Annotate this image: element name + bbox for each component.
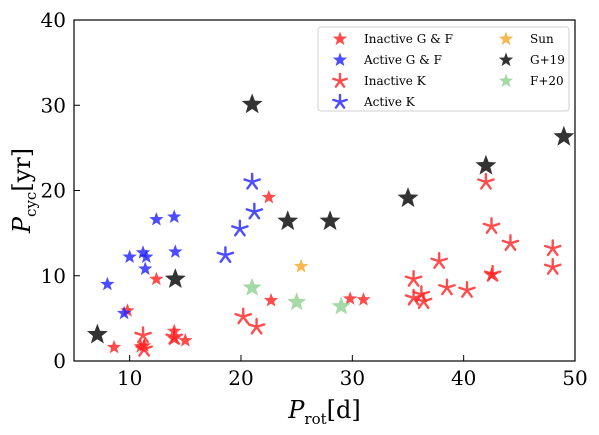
legend-marker: [332, 31, 348, 46]
data-point: [116, 305, 132, 320]
data-point: [501, 234, 520, 252]
data-point: [482, 217, 501, 234]
legend-label: Inactive K: [364, 74, 427, 88]
y-axis-title: Pcyc[yr]: [8, 148, 40, 234]
plot-border: [73, 19, 576, 362]
data-point: [122, 249, 137, 264]
legend-marker: [332, 72, 348, 88]
data-point: [414, 292, 433, 309]
data-point: [331, 296, 351, 315]
data-point: [261, 189, 276, 204]
data-point: [293, 258, 309, 273]
legend-marker: [498, 52, 514, 67]
data-point: [167, 209, 182, 223]
data-point: [139, 249, 154, 264]
y-tick-label: 0: [53, 349, 66, 373]
data-point: [242, 277, 262, 296]
data-point: [120, 303, 135, 317]
data-point: [319, 210, 341, 231]
data-point: [178, 333, 193, 347]
data-points: [86, 93, 575, 357]
data-point: [553, 125, 575, 146]
data-point: [135, 245, 151, 259]
data-point: [138, 261, 153, 275]
data-point: [458, 281, 476, 298]
y-tick-label: 40: [41, 8, 66, 32]
x-tick-label: 30: [340, 366, 365, 390]
x-tick-label: 20: [228, 366, 253, 390]
axis-titles: Prot[d] Pcyc[yr]: [8, 148, 361, 428]
data-point: [438, 278, 456, 296]
data-point: [247, 317, 266, 335]
data-point: [477, 172, 495, 190]
x-tick-label: 50: [562, 366, 587, 390]
legend-marker: [498, 73, 514, 88]
data-point: [149, 211, 164, 226]
data-point: [404, 269, 423, 287]
data-point: [241, 93, 263, 114]
data-point: [100, 276, 115, 291]
data-point: [106, 339, 122, 354]
data-point: [86, 323, 108, 344]
x-tick-label: 40: [451, 366, 476, 390]
legend-box: [317, 26, 570, 112]
data-point: [149, 271, 164, 286]
data-point: [164, 268, 186, 289]
y-tick-label: 20: [41, 179, 66, 203]
legend: Inactive G & F Active G & F Inactive K Acti…: [317, 26, 570, 112]
data-point: [342, 291, 358, 305]
data-point: [168, 244, 183, 258]
legend-marker: [498, 31, 514, 46]
data-point: [397, 187, 419, 208]
x-tick-label: 10: [117, 366, 142, 390]
data-point: [263, 292, 279, 307]
legend-label: Active K: [363, 95, 416, 109]
data-point: [231, 219, 249, 237]
legend-label: G+19: [530, 53, 565, 67]
data-point: [134, 326, 152, 344]
data-point: [543, 258, 562, 275]
data-point: [135, 339, 153, 357]
axes: 10 20 30 40 50 0 10 20 30 40: [41, 8, 588, 390]
data-point: [165, 327, 184, 345]
data-point: [475, 154, 497, 175]
data-point: [277, 210, 299, 231]
data-point: [245, 202, 264, 220]
plot-frame: [73, 19, 576, 362]
x-axis-title: Prot[d]: [287, 396, 360, 428]
legend-label: Active G & F: [363, 53, 442, 67]
data-point: [234, 307, 253, 325]
legend-label: Inactive G & F: [364, 32, 453, 46]
legend-label: F+20: [530, 74, 564, 88]
legend-marker: [332, 52, 348, 67]
legend-marker: [332, 93, 348, 109]
data-point: [216, 246, 235, 263]
data-point: [543, 239, 562, 257]
y-tick-label: 10: [41, 264, 66, 288]
data-point: [483, 264, 502, 282]
data-point: [243, 172, 261, 190]
legend-label: Sun: [530, 32, 554, 46]
data-point: [430, 252, 448, 269]
data-point: [356, 292, 371, 306]
data-point: [287, 292, 307, 311]
y-tick-label: 30: [41, 93, 66, 117]
